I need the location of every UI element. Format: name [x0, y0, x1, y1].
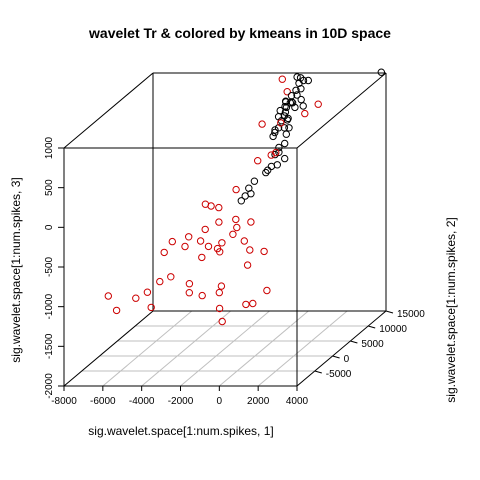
data-point-cluster-2 — [282, 140, 288, 146]
y-tick — [315, 371, 322, 373]
data-point-cluster-1 — [186, 290, 192, 296]
y-tick — [333, 356, 340, 358]
data-point-cluster-1 — [261, 248, 267, 254]
data-point-cluster-1 — [234, 224, 240, 230]
data-point-cluster-1 — [133, 295, 139, 301]
box-edge — [64, 311, 153, 386]
z-tick-label: 1000 — [44, 136, 55, 159]
data-point-cluster-1 — [259, 121, 265, 127]
x-axis-ticks: -8000 -6000 -4000 -2000 0 2000 4000 — [51, 386, 308, 407]
data-point-cluster-1 — [105, 293, 111, 299]
data-point-cluster-2 — [274, 162, 280, 168]
data-points — [105, 69, 384, 325]
box-edge — [64, 73, 153, 148]
data-point-cluster-1 — [230, 231, 236, 237]
data-point-cluster-2 — [305, 77, 311, 83]
box-edge — [297, 73, 386, 148]
data-point-cluster-1 — [208, 203, 214, 209]
data-point-cluster-1 — [186, 234, 192, 240]
y-tick-label: -5000 — [326, 369, 352, 380]
z-axis-ticks: -2000 -1500 -1000 -500 0 500 1000 — [44, 136, 64, 398]
data-point-cluster-1 — [161, 249, 167, 255]
data-point-cluster-1 — [199, 292, 205, 298]
x-tick-label: 2000 — [247, 396, 270, 407]
x-tick-label: -6000 — [90, 396, 116, 407]
y-tick-label: 15000 — [397, 309, 425, 320]
data-point-cluster-1 — [186, 281, 192, 287]
grid-line-x — [103, 311, 192, 386]
data-point-cluster-1 — [205, 243, 211, 249]
y-tick-label: 10000 — [379, 324, 407, 335]
data-point-cluster-2 — [300, 103, 306, 109]
data-point-cluster-1 — [233, 216, 239, 222]
data-point-cluster-2 — [270, 133, 276, 139]
data-point-cluster-2 — [238, 198, 244, 204]
x-tick-label: -4000 — [129, 396, 155, 407]
data-point-cluster-1 — [248, 219, 254, 225]
x-tick-label: 0 — [217, 396, 223, 407]
data-point-cluster-1 — [244, 262, 250, 268]
plot-box-back — [64, 73, 386, 386]
data-point-cluster-1 — [247, 247, 253, 253]
data-point-cluster-1 — [216, 219, 222, 225]
data-point-cluster-1 — [144, 289, 150, 295]
data-point-cluster-1 — [113, 307, 119, 313]
data-point-cluster-2 — [282, 155, 288, 161]
data-point-cluster-1 — [233, 186, 239, 192]
data-point-cluster-1 — [255, 158, 261, 164]
y-axis-ticks: -5000 0 5000 10000 15000 — [315, 309, 425, 380]
x-tick-label: -8000 — [51, 396, 77, 407]
data-point-cluster-1 — [199, 254, 205, 260]
x-tick-label: -2000 — [168, 396, 194, 407]
data-point-cluster-1 — [182, 243, 188, 249]
y-tick-label: 0 — [344, 354, 350, 365]
data-point-cluster-1 — [216, 204, 222, 210]
data-point-cluster-1 — [197, 238, 203, 244]
data-point-cluster-2 — [268, 163, 274, 169]
data-point-cluster-1 — [219, 240, 225, 246]
z-tick-label: -1500 — [44, 333, 55, 359]
z-tick-label: 0 — [44, 224, 55, 230]
z-tick-label: -2000 — [44, 373, 55, 399]
data-point-cluster-2 — [251, 178, 257, 184]
data-point-cluster-1 — [218, 283, 224, 289]
grid-line-x — [219, 311, 308, 386]
data-point-cluster-2 — [298, 96, 304, 102]
data-point-cluster-1 — [202, 226, 208, 232]
grid-line-x — [142, 311, 231, 386]
y-tick — [368, 326, 375, 328]
x-tick-label: 4000 — [286, 396, 309, 407]
data-point-cluster-1 — [279, 76, 285, 82]
data-point-cluster-2 — [378, 69, 384, 75]
data-point-cluster-2 — [283, 131, 289, 137]
z-tick-label: -1000 — [44, 293, 55, 319]
data-point-cluster-1 — [168, 274, 174, 280]
data-point-cluster-1 — [250, 300, 256, 306]
data-point-cluster-1 — [243, 301, 249, 307]
z-tick-label: -500 — [44, 257, 55, 277]
data-point-cluster-1 — [157, 278, 163, 284]
z-tick-label: 500 — [44, 179, 55, 196]
data-point-cluster-1 — [241, 238, 247, 244]
y-tick — [350, 341, 357, 343]
z-axis-label: sig.wavelet.space[1:num.spikes, 3] — [9, 177, 23, 362]
chart-title: wavelet Tr & colored by kmeans in 10D sp… — [88, 25, 391, 41]
data-point-cluster-1 — [302, 110, 308, 116]
data-point-cluster-1 — [216, 289, 222, 295]
data-point-cluster-1 — [315, 101, 321, 107]
data-point-cluster-1 — [219, 318, 225, 324]
y-axis-label: sig.wavelet.space[1:num.spikes, 2] — [444, 217, 458, 402]
x-axis-label: sig.wavelet.space[1:num.spikes, 1] — [88, 424, 273, 438]
data-point-cluster-1 — [169, 238, 175, 244]
y-tick-label: 5000 — [361, 339, 384, 350]
data-point-cluster-1 — [264, 287, 270, 293]
y-tick — [386, 311, 393, 313]
